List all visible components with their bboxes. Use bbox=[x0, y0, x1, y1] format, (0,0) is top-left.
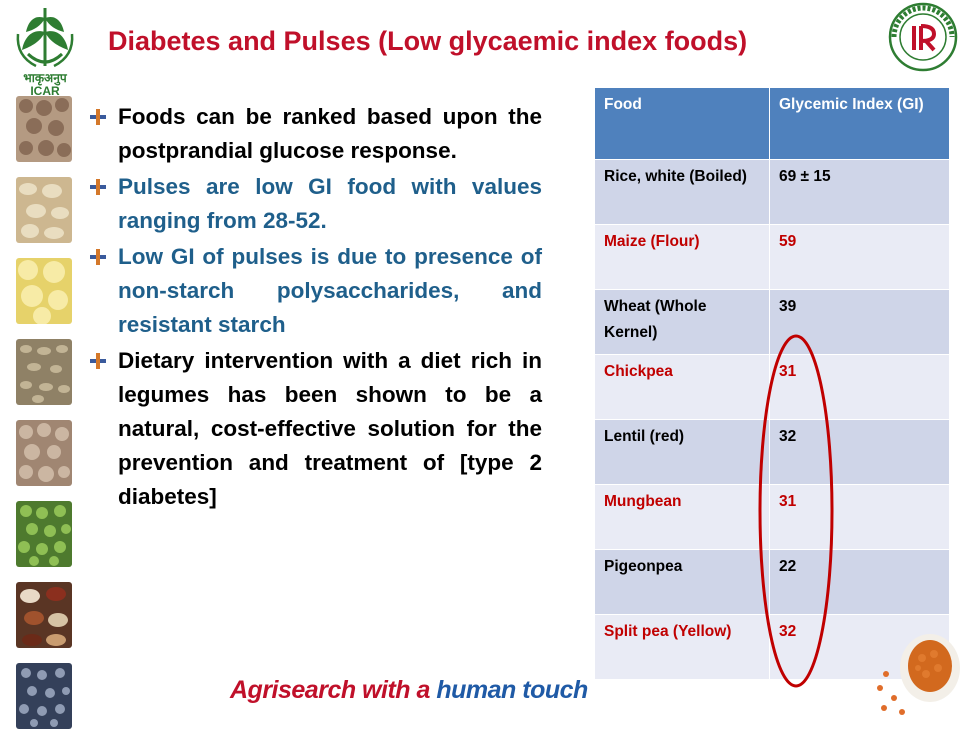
food-cell: Wheat (Whole Kernel) bbox=[594, 289, 770, 355]
footer-part-human: human touch bbox=[436, 676, 588, 704]
gi-cell: 31 bbox=[769, 354, 950, 420]
glycemic-index-table: Food Glycemic Index (GI) Rice, white (Bo… bbox=[594, 87, 950, 680]
bullet-marker-icon bbox=[90, 179, 106, 195]
gi-cell: 69 ± 15 bbox=[769, 159, 950, 225]
food-cell: Pigeonpea bbox=[594, 549, 770, 615]
footer-part-search: search with a bbox=[278, 676, 437, 704]
table-row: Maize (Flour) 59 bbox=[594, 224, 950, 290]
seed-image-strip bbox=[16, 96, 72, 744]
gi-cell: 59 bbox=[769, 224, 950, 290]
food-cell: Maize (Flour) bbox=[594, 224, 770, 290]
moth-bean-seeds-icon bbox=[16, 339, 72, 405]
table-header-row: Food Glycemic Index (GI) bbox=[594, 87, 950, 160]
footer-slogan: Agrisearch with a human touch bbox=[230, 676, 588, 705]
mungbean-seeds-icon bbox=[16, 501, 72, 567]
food-cell: Lentil (red) bbox=[594, 419, 770, 485]
food-cell: Mungbean bbox=[594, 484, 770, 550]
bullet-text: Foods can be ranked based upon the postp… bbox=[118, 104, 542, 163]
gi-cell: 31 bbox=[769, 484, 950, 550]
bullet-marker-icon bbox=[90, 109, 106, 125]
bullet-item: Foods can be ranked based upon the postp… bbox=[90, 100, 542, 168]
bullet-marker-icon bbox=[90, 353, 106, 369]
lentil-bowl-icon bbox=[877, 634, 960, 715]
icar-logo: भाकृअनुप ICAR bbox=[8, 4, 82, 98]
table-row: Chickpea 31 bbox=[594, 354, 950, 420]
bullet-text: Pulses are low GI food with values rangi… bbox=[118, 174, 542, 233]
white-pea-seeds-icon bbox=[16, 258, 72, 325]
gi-cell: 32 bbox=[769, 419, 950, 485]
bullet-item: Low GI of pulses is due to presence of n… bbox=[90, 240, 542, 342]
bullet-marker-icon bbox=[90, 249, 106, 265]
table-row: Rice, white (Boiled) 69 ± 15 bbox=[594, 159, 950, 225]
iipr-logo bbox=[888, 2, 958, 72]
food-cell: Rice, white (Boiled) bbox=[594, 159, 770, 225]
gi-cell: 39 bbox=[769, 289, 950, 355]
table-row: Mungbean 31 bbox=[594, 484, 950, 550]
food-cell: Split pea (Yellow) bbox=[594, 614, 770, 680]
chickpea-seeds-icon bbox=[16, 96, 72, 162]
slide-title: Diabetes and Pulses (Low glycaemic index… bbox=[108, 26, 748, 56]
footer-part-agri: Agri bbox=[230, 676, 279, 704]
bullet-item: Pulses are low GI food with values rangi… bbox=[90, 170, 542, 238]
bullet-list: Foods can be ranked based upon the postp… bbox=[90, 100, 542, 516]
iipr-logo-icon bbox=[888, 2, 958, 72]
icar-logo-text: भाकृअनुप ICAR bbox=[23, 71, 67, 98]
lentil-seeds-icon bbox=[16, 420, 72, 486]
table-row: Pigeonpea 22 bbox=[594, 549, 950, 615]
table-row: Wheat (Whole Kernel) 39 bbox=[594, 289, 950, 355]
bullet-text: Low GI of pulses is due to presence of n… bbox=[118, 244, 542, 337]
rajma-seeds-icon bbox=[16, 582, 72, 648]
food-cell: Chickpea bbox=[594, 354, 770, 420]
black-gram-seeds-icon bbox=[16, 663, 72, 729]
icar-wheat-logo-icon bbox=[16, 8, 74, 68]
bullet-text: Dietary intervention with a diet rich in… bbox=[118, 348, 542, 509]
gi-cell: 22 bbox=[769, 549, 950, 615]
column-header-food: Food bbox=[594, 87, 770, 160]
table-row: Lentil (red) 32 bbox=[594, 419, 950, 485]
column-header-gi: Glycemic Index (GI) bbox=[769, 87, 950, 160]
bullet-item: Dietary intervention with a diet rich in… bbox=[90, 344, 542, 514]
kidney-bean-seeds-icon bbox=[16, 177, 72, 243]
